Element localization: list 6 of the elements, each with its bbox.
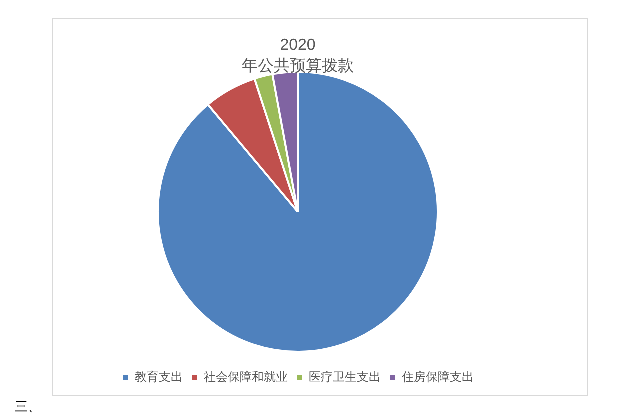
legend-label: 社会保障和就业 bbox=[204, 370, 288, 384]
legend-label: 住房保障支出 bbox=[401, 370, 474, 384]
text: 三、 bbox=[15, 399, 41, 414]
chart-title: 2020 年公共预算拨款 bbox=[241, 36, 355, 77]
legend-label: 医疗卫生支出 bbox=[309, 370, 381, 384]
legend-label: 教育支出 bbox=[135, 370, 183, 384]
